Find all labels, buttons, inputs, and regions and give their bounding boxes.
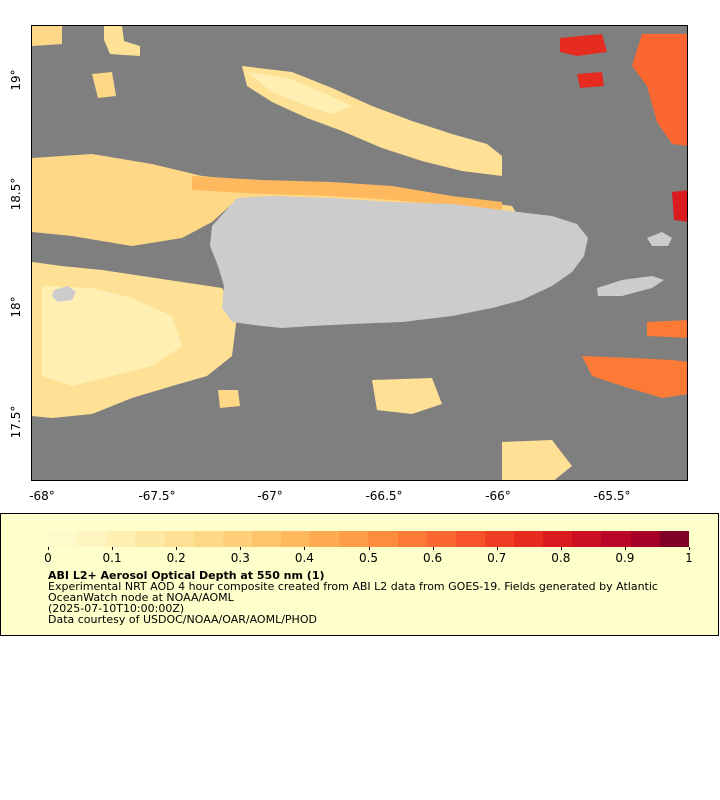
- aod-field-sw-light: [42, 286, 182, 386]
- colorbar-swatch: [368, 531, 398, 547]
- aod-patch-s2: [502, 440, 572, 480]
- x-tick-label: -68°: [29, 489, 55, 503]
- colorbar-tick-label: 0.4: [294, 551, 314, 565]
- aod-patch-s1: [372, 378, 442, 414]
- colorbar-swatch: [339, 531, 369, 547]
- colorbar-tickmark: [496, 547, 498, 550]
- legend-panel: 0 0.1 0.2 0.3 0.4 0.5 0.6 0.7 0.8 0.9 1 ABI L2+ Ae…: [0, 513, 719, 636]
- culebra-land: [647, 232, 672, 246]
- aod-patch-nw3: [92, 72, 116, 98]
- colorbar-tickmark: [112, 547, 114, 550]
- colorbar-swatch: [222, 531, 252, 547]
- legend-credit: Data courtesy of USDOC/NOAA/OAR/AOML/PHO…: [48, 613, 317, 626]
- x-tick-label: -66.5°: [365, 489, 403, 503]
- aod-patch-s3: [218, 390, 240, 408]
- colorbar-tickmark: [176, 547, 178, 550]
- colorbar-swatch: [572, 531, 602, 547]
- colorbar-swatch: [251, 531, 281, 547]
- colorbar-swatch: [601, 531, 631, 547]
- colorbar-tick-label: 0.5: [358, 551, 379, 565]
- colorbar-swatch: [659, 531, 689, 547]
- colorbar-swatch: [455, 531, 485, 547]
- colorbar-swatch: [106, 531, 136, 547]
- colorbar: [48, 531, 689, 547]
- aod-high-ne-dark: [560, 34, 607, 56]
- colorbar-swatch: [164, 531, 194, 547]
- colorbar-swatch: [48, 531, 78, 547]
- x-tick-label: -66°: [485, 489, 511, 503]
- aod-high-se: [582, 356, 687, 398]
- colorbar-tickmark: [689, 547, 690, 550]
- colorbar-swatch: [281, 531, 311, 547]
- colorbar-tickmark: [368, 547, 370, 550]
- colorbar-tick-label: 0.3: [230, 551, 250, 565]
- y-tick-label: 17.5°: [9, 405, 23, 439]
- aod-high-ne: [632, 34, 687, 146]
- aod-patch-nw2: [104, 26, 140, 56]
- aod-band-north-light: [247, 72, 352, 114]
- x-tick-label: -67°: [257, 489, 283, 503]
- colorbar-tickmark: [240, 547, 242, 550]
- colorbar-tickmark: [432, 547, 434, 550]
- colorbar-tickmark: [304, 547, 306, 550]
- aod-high-e2: [647, 320, 687, 338]
- mona-island-land: [52, 286, 76, 302]
- colorbar-swatch: [135, 531, 165, 547]
- aod-map: [32, 26, 687, 480]
- legend-text: ABI L2+ Aerosol Optical Depth at 550 nm …: [48, 570, 698, 625]
- legend-title: ABI L2+ Aerosol Optical Depth at 550 nm …: [48, 569, 325, 582]
- colorbar-tick-label: 0.9: [615, 551, 635, 565]
- colorbar-swatch: [397, 531, 427, 547]
- colorbar-tickmark: [624, 547, 626, 550]
- aod-band-coast: [192, 176, 502, 212]
- aod-high-ne-red: [577, 72, 604, 88]
- colorbar-swatch: [426, 531, 456, 547]
- vieques-land: [597, 276, 664, 296]
- colorbar-tickmark: [560, 547, 562, 550]
- colorbar-swatch: [310, 531, 340, 547]
- colorbar-swatch: [630, 531, 660, 547]
- y-tick-label: 18.5°: [9, 177, 23, 211]
- x-tick-label: -65.5°: [593, 489, 631, 503]
- x-tick-label: -67.5°: [138, 489, 176, 503]
- y-tick-label: 19°: [9, 69, 23, 91]
- map-panel: [31, 25, 688, 481]
- colorbar-tick-label: 0.1: [102, 551, 122, 565]
- colorbar-tick-label: 0.8: [551, 551, 571, 565]
- colorbar-swatch: [484, 531, 514, 547]
- y-tick-label: 18°: [9, 296, 23, 318]
- legend-description: Experimental NRT AOD 4 hour composite cr…: [48, 580, 658, 604]
- aod-patch-nw: [32, 26, 62, 46]
- colorbar-tick-label: 0: [44, 551, 52, 565]
- colorbar-swatch: [77, 531, 107, 547]
- colorbar-swatch: [514, 531, 544, 547]
- legend-timestamp: (2025-07-10T10:00:00Z): [48, 602, 185, 615]
- puerto-rico-land: [210, 196, 588, 328]
- aod-high-e: [672, 190, 687, 222]
- colorbar-tickmark: [48, 547, 49, 550]
- colorbar-tick-label: 0.2: [166, 551, 186, 565]
- colorbar-tick-label: 0.7: [487, 551, 507, 565]
- colorbar-tick-label: 1: [685, 551, 693, 565]
- colorbar-swatch: [193, 531, 223, 547]
- colorbar-swatch: [543, 531, 573, 547]
- colorbar-tick-label: 0.6: [423, 551, 443, 565]
